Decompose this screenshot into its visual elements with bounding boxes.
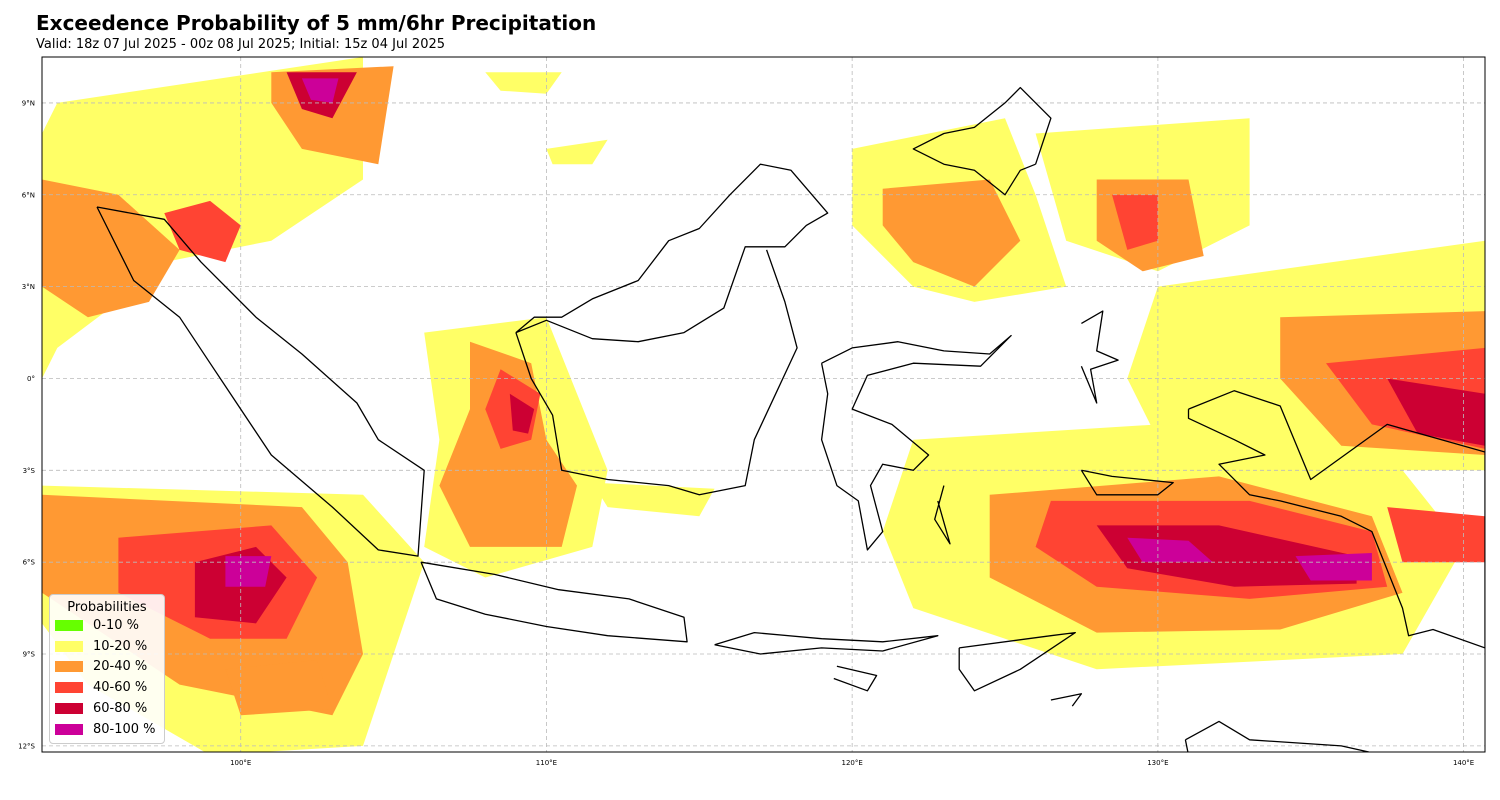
legend-item: 10-20 %	[50, 636, 164, 657]
probability-regions	[42, 57, 1485, 752]
coastline	[515, 249, 798, 496]
legend: Probabilities 0-10 % 10-20 % 20-40 % 40-…	[49, 594, 165, 744]
legend-swatch	[55, 640, 83, 652]
lat-tick-label: 3°N	[22, 283, 35, 291]
legend-label: 80-100 %	[93, 721, 156, 737]
legend-title: Probabilities	[67, 600, 147, 615]
probability-region	[1295, 553, 1372, 581]
coastline	[934, 485, 951, 545]
probability-region	[485, 72, 562, 94]
probability-region	[42, 179, 180, 318]
legend-item: 20-40 %	[50, 657, 164, 678]
lat-tick-label: 12°S	[18, 742, 35, 750]
probability-region	[301, 78, 339, 103]
legend-item: 80-100 %	[50, 719, 164, 740]
coastline	[420, 561, 688, 643]
legend-label: 10-20 %	[93, 638, 148, 654]
legend-label: 20-40 %	[93, 659, 148, 675]
legend-item: 60-80 %	[50, 698, 164, 719]
coastline	[1050, 693, 1083, 707]
probability-region	[164, 200, 241, 263]
legend-swatch	[55, 723, 83, 735]
lat-tick-label: 6°S	[23, 559, 36, 567]
coastlines	[96, 86, 1485, 752]
lon-tick-label: 140°E	[1453, 759, 1474, 767]
lat-tick-label: 6°N	[22, 191, 35, 199]
probability-region	[882, 179, 1021, 287]
map-title: Exceedence Probability of 5 mm/6hr Preci…	[36, 11, 597, 35]
probability-region	[592, 482, 715, 517]
lat-tick-label: 0°	[27, 375, 35, 383]
coastline	[1080, 310, 1119, 404]
coastline	[1080, 469, 1174, 496]
coastline	[833, 665, 878, 692]
gridlines	[42, 57, 1485, 752]
probability-region	[225, 660, 333, 716]
lon-tick-label: 130°E	[1147, 759, 1168, 767]
lat-tick-label: 3°S	[23, 467, 36, 475]
coastline	[820, 334, 1012, 551]
lon-tick-label: 110°E	[536, 759, 557, 767]
map-subtitle: Valid: 18z 07 Jul 2025 - 00z 08 Jul 2025…	[36, 37, 446, 52]
lon-tick-label: 100°E	[230, 759, 251, 767]
coastline	[515, 163, 829, 343]
probability-region	[1387, 378, 1485, 446]
legend-label: 40-60 %	[93, 680, 148, 696]
probability-region	[1112, 194, 1158, 250]
probability-region	[1127, 537, 1213, 563]
coastline	[912, 86, 1052, 196]
probability-region	[1387, 507, 1485, 563]
legend-label: 60-80 %	[93, 701, 148, 717]
coastline	[714, 631, 939, 655]
coastline	[958, 631, 1076, 692]
coastline	[1184, 720, 1370, 752]
coastline	[96, 206, 425, 557]
probability-region	[225, 556, 272, 587]
legend-item: 0-10 %	[50, 615, 164, 636]
probability-region	[509, 393, 535, 434]
legend-swatch	[55, 619, 83, 631]
legend-swatch	[55, 682, 83, 694]
legend-swatch	[55, 661, 83, 673]
lat-tick-label: 9°N	[22, 99, 35, 107]
coastline	[1187, 390, 1485, 649]
lon-tick-label: 120°E	[842, 759, 863, 767]
lat-tick-label: 9°S	[23, 651, 36, 659]
probability-region	[546, 139, 608, 165]
legend-item: 40-60 %	[50, 677, 164, 698]
legend-label: 0-10 %	[93, 617, 139, 633]
legend-swatch	[55, 703, 83, 715]
axis-ticks: 9°N 6°N 3°N 0° 3°S 6°S 9°S 12°S 100°E 110°E 120°E 1…	[18, 99, 1474, 767]
map-frame	[41, 56, 1486, 753]
